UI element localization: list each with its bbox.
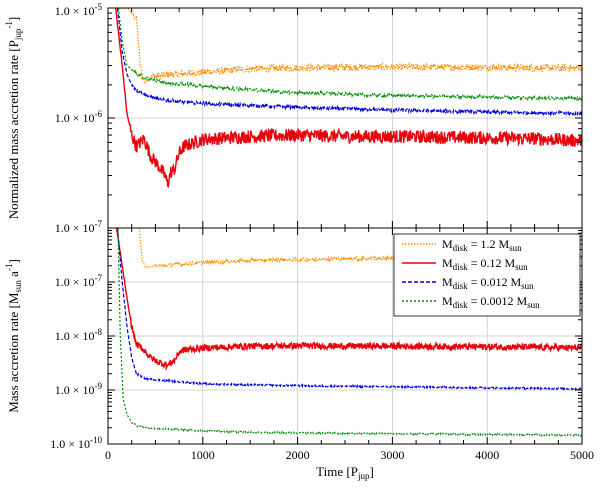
series-line-m12 [118, 8, 582, 86]
bottom-y-axis-label: Mass accretion rate [Msun a-1] [4, 259, 23, 413]
y-tick-label: 1.0 × 10-9 [55, 381, 103, 397]
legend-label-m012: Mdisk = 0.12 Msun [442, 256, 528, 272]
x-axis-label: Time [Pjup] [316, 464, 374, 481]
x-tick-label: 1000 [191, 448, 215, 462]
bottom-panel: 1.0 × 10-10 1.0 × 10-9 1.0 × 10-8 1.0 × 10-… [4, 227, 594, 481]
x-tick-label: 5000 [570, 448, 594, 462]
y-tick-label: 1.0 × 10-7 [55, 273, 103, 289]
top-y-axis-label: Normalized mass accretion rate [Pjup-1] [4, 17, 23, 219]
y-tick-label: 1.0 × 10-6 [55, 109, 103, 125]
x-tick-label: 0 [105, 448, 111, 462]
y-tick-label: 1.0 × 10-5 [55, 2, 103, 18]
top-series [114, 8, 582, 188]
legend: Mdisk = 1.2 Msun Mdisk = 0.12 Msun Mdisk =… [393, 233, 581, 317]
series-line-m012 [115, 228, 582, 371]
legend-label-m12: Mdisk = 1.2 Msun [442, 237, 522, 253]
series-line-m00012 [117, 228, 582, 438]
legend-box [393, 233, 581, 317]
y-tick-label: 1.0 × 10-8 [55, 327, 103, 343]
series-line-m0012 [116, 228, 582, 392]
x-tick-label: 2000 [286, 448, 310, 462]
series-line-m0012 [116, 8, 582, 117]
y-tick-label: 1.0 × 10-10 [50, 435, 102, 451]
x-tick-label: 4000 [475, 448, 499, 462]
top-ticks: 1.0 × 10-7 1.0 × 10-6 1.0 × 10-5 [55, 2, 583, 235]
legend-label-m0012: Mdisk = 0.012 Msun [442, 275, 534, 291]
series-line-m00012 [117, 8, 582, 103]
series-line-m012 [114, 8, 582, 188]
x-tick-label: 3000 [380, 448, 404, 462]
top-panel: 1.0 × 10-7 1.0 × 10-6 1.0 × 10-5 Normalize… [4, 2, 583, 235]
y-tick-label: 1.0 × 10-7 [55, 219, 103, 235]
top-grid [108, 8, 582, 228]
bottom-ticks: 1.0 × 10-10 1.0 × 10-9 1.0 × 10-8 1.0 × 10-… [50, 228, 594, 462]
legend-label-m00012: Mdisk = 0.0012 Msun [442, 294, 540, 310]
